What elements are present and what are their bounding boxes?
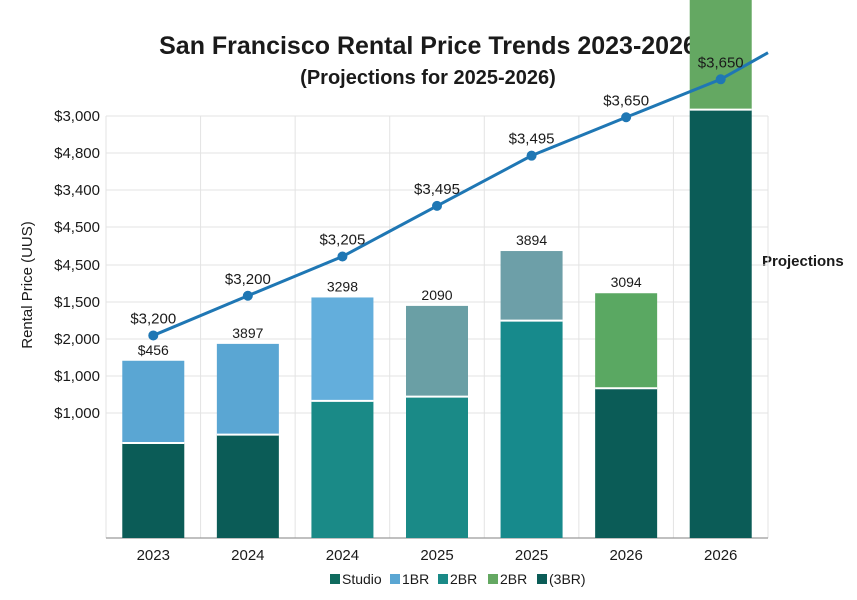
legend-label: 2BR xyxy=(450,571,477,587)
line-series: $3,200 $3,200 $3,205 $3,495 $3,495 $3,650 $3,6… xyxy=(130,51,769,341)
legend-label: 1BR xyxy=(402,571,429,587)
y-tick-label: $1,000 xyxy=(54,368,100,385)
bar-value-label: 3897 xyxy=(232,325,263,341)
legend-swatch xyxy=(438,574,448,584)
legend-label: 2BR xyxy=(500,571,527,587)
y-tick-label: $2,000 xyxy=(54,331,100,348)
x-tick-label: 2025 xyxy=(515,547,548,564)
bar-segment xyxy=(500,320,563,538)
x-tick-label: 2024 xyxy=(231,547,264,564)
bar-segment xyxy=(311,297,374,401)
projections-label: Projections xyxy=(762,253,844,270)
line-point-label: $3,200 xyxy=(225,271,271,288)
line-point xyxy=(526,150,537,161)
y-tick-label: $4,500 xyxy=(54,257,100,274)
legend: Studio 1BR 2BR 2BR (3BR) xyxy=(330,571,586,587)
bar-series: $456 3897 3298 2090 3894 3094 $3,650 xyxy=(122,0,752,539)
bar-value-label: 2090 xyxy=(421,287,452,303)
bar-segment xyxy=(122,443,185,538)
bar-segment xyxy=(595,388,658,538)
x-axis-ticks: 2023 2024 2024 2025 2025 2026 2026 xyxy=(137,547,738,564)
x-tick-label: 2026 xyxy=(704,547,737,564)
x-tick-label: 2026 xyxy=(609,547,642,564)
bar-value-label: $456 xyxy=(138,342,169,358)
x-tick-label: 2025 xyxy=(420,547,453,564)
average-rent-line xyxy=(152,51,769,337)
bar-value-label: 3298 xyxy=(327,278,358,294)
line-point xyxy=(148,330,159,341)
bar-segment xyxy=(311,400,374,538)
y-tick-label: $4,500 xyxy=(54,219,100,236)
legend-swatch xyxy=(537,574,547,584)
legend-swatch xyxy=(390,574,400,584)
x-tick-label: 2024 xyxy=(326,547,359,564)
y-axis-ticks: $3,000 $4,800 $3,400 $4,500 $4,500 $1,500 $2,0… xyxy=(54,108,100,422)
y-tick-label: $3,000 xyxy=(54,108,100,125)
chart-title: San Francisco Rental Price Trends 2023-2… xyxy=(159,32,697,60)
line-point xyxy=(715,74,726,85)
line-point-label: $3,200 xyxy=(130,310,176,327)
line-point xyxy=(242,290,253,301)
line-point-label: $3,495 xyxy=(509,131,555,148)
y-tick-label: $4,800 xyxy=(54,145,100,162)
x-tick-label: 2023 xyxy=(137,547,170,564)
y-tick-label: $3,400 xyxy=(54,182,100,199)
bar-segment xyxy=(500,251,563,321)
bar-segment xyxy=(689,109,752,539)
legend-swatch xyxy=(488,574,498,584)
bar-segment xyxy=(216,343,279,435)
line-point-label: $3,495 xyxy=(414,181,460,198)
bar-value-label: 3094 xyxy=(611,274,642,290)
line-point xyxy=(337,251,348,262)
legend-label: Studio xyxy=(342,571,382,587)
bar-value-label: 3894 xyxy=(516,232,547,248)
line-point-label: $3,650 xyxy=(698,54,744,71)
bar-segment xyxy=(406,305,468,397)
bar-segment xyxy=(595,293,658,389)
bar-segment xyxy=(689,0,752,110)
legend-label: (3BR) xyxy=(549,571,586,587)
legend-swatch xyxy=(330,574,340,584)
bar-segment xyxy=(406,396,468,538)
bar-segment xyxy=(122,360,185,444)
line-point-label: $3,650 xyxy=(603,92,649,109)
chart-subtitle: (Projections for 2025-2026) xyxy=(300,67,556,89)
bar-segment xyxy=(216,434,279,538)
y-tick-label: $1,500 xyxy=(54,294,100,311)
line-point xyxy=(621,112,632,123)
line-point-label: $3,205 xyxy=(319,232,365,249)
line-point xyxy=(432,200,442,211)
y-tick-label: $1,000 xyxy=(54,405,100,422)
y-axis-label: Rental Price (UUS) xyxy=(19,221,36,349)
